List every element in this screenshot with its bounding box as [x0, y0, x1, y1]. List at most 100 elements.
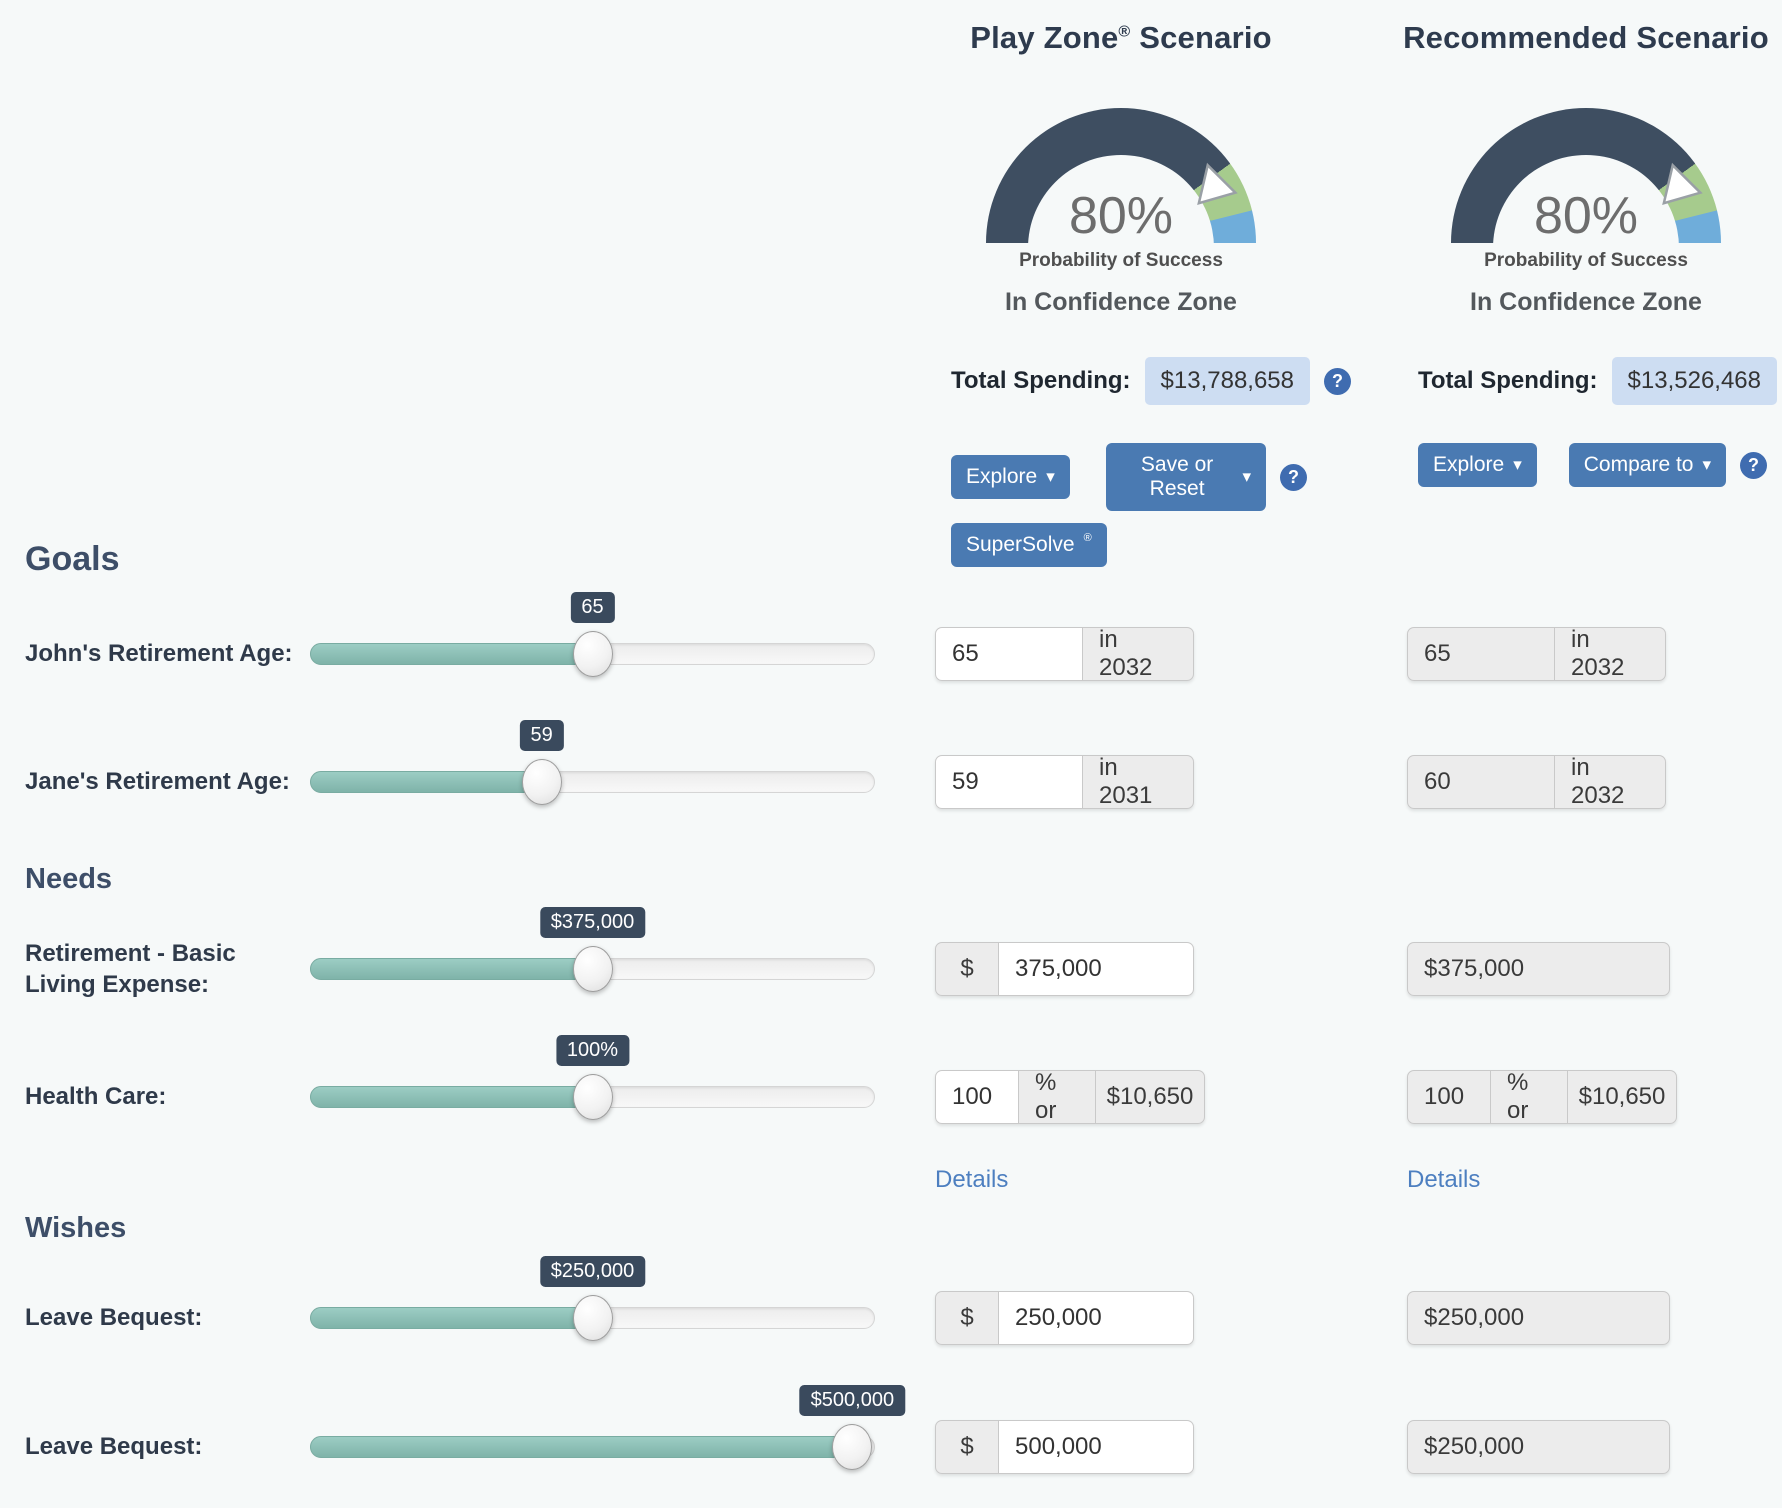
help-icon[interactable] [1280, 463, 1307, 491]
slider-handle[interactable] [572, 631, 613, 677]
recommended-amount: $10,650 [1567, 1070, 1677, 1124]
row-label: Leave Bequest: [25, 1433, 203, 1461]
slider-fill [310, 1307, 593, 1329]
row-health-care: Health Care: 100% % or $10,650 100 % or … [0, 1035, 1782, 1124]
slider-fill [310, 643, 593, 665]
gauge-caption: Probability of Success [1484, 250, 1688, 271]
supersolve-button[interactable]: SuperSolve ® [951, 523, 1107, 567]
row-label: Jane's Retirement Age: [25, 768, 290, 796]
row-leave-bequest-2: Leave Bequest: $500,000 $ $250,000 [0, 1385, 1782, 1474]
jane-retirement-age-slider: 59 [310, 720, 875, 805]
wishes-heading: Wishes [25, 1212, 127, 1244]
playzone-input-group: $ [935, 942, 1194, 996]
play-zone-column: Play Zone® Scenario 80% Probability of S… [935, 20, 1351, 567]
leave-bequest-slider: $500,000 [310, 1385, 906, 1470]
slider-handle[interactable] [572, 1295, 613, 1341]
recommended-age: 65 [1407, 627, 1555, 681]
percent-or-addon: % or [1490, 1069, 1568, 1124]
health-care-slider: 100% [310, 1035, 875, 1120]
row-label: John's Retirement Age: [25, 640, 293, 668]
gauge-pointer-icon [1651, 156, 1704, 207]
percent-or-addon: % or [1018, 1069, 1096, 1124]
year-addon: in 2031 [1082, 754, 1194, 809]
slider-fill [310, 771, 542, 793]
playzone-input-group: $ [935, 1420, 1194, 1474]
details-link[interactable]: Details [1407, 1166, 1481, 1193]
playzone-input-group: in 2032 [935, 626, 1194, 681]
recommended-age: 60 [1407, 755, 1555, 809]
recommended-year: in 2032 [1554, 626, 1666, 681]
dollar-addon: $ [935, 1420, 999, 1474]
slider-tooltip: 100% [555, 1035, 630, 1066]
recommended-value-group: $375,000 [1407, 942, 1670, 996]
recommended-title: Recommended Scenario [1403, 20, 1769, 55]
recommended-value-group: 60 in 2032 [1407, 754, 1666, 809]
slider-tooltip: 59 [519, 720, 564, 751]
recommended-column: Recommended Scenario 80% Probability of … [1402, 20, 1777, 487]
row-label: Leave Bequest: [25, 1304, 203, 1332]
slider-tooltip: 65 [570, 592, 615, 623]
basic-living-input[interactable] [998, 942, 1194, 996]
gauge-pointer-icon [1186, 156, 1239, 207]
probability-percent: 80% [1068, 187, 1174, 245]
playzone-input-group: % or $10,650 [935, 1069, 1205, 1124]
row-john-retirement-age: John's Retirement Age: 65 in 2032 65 in … [0, 592, 1782, 681]
save-or-reset-button[interactable]: Save or Reset [1105, 443, 1266, 511]
slider-handle[interactable] [832, 1424, 873, 1470]
dollar-addon: $ [935, 1291, 999, 1345]
slider-fill [310, 1086, 593, 1108]
slider-handle[interactable] [572, 1074, 613, 1120]
leave-bequest-input[interactable] [998, 1420, 1194, 1474]
total-spending-label: Total Spending: [951, 367, 1131, 394]
recommended-amount: $250,000 [1407, 1420, 1670, 1474]
help-icon[interactable] [1740, 451, 1768, 479]
confidence-zone-label: In Confidence Zone [1470, 288, 1702, 316]
leave-bequest-input[interactable] [998, 1291, 1194, 1345]
goals-heading: Goals [25, 540, 120, 578]
slider-handle[interactable] [521, 759, 562, 805]
recommended-amount: $250,000 [1407, 1291, 1670, 1345]
details-link[interactable]: Details [935, 1166, 1009, 1193]
slider-tooltip: $375,000 [539, 907, 646, 938]
total-spending-label: Total Spending: [1418, 367, 1598, 394]
row-basic-living-expense: Retirement - Basic Living Expense: $375,… [0, 907, 1782, 998]
dollar-addon: $ [935, 942, 999, 996]
total-spending-value: $13,788,658 [1144, 357, 1310, 405]
explore-button[interactable]: Explore [1418, 443, 1537, 487]
slider-handle[interactable] [572, 946, 613, 992]
row-jane-retirement-age: Jane's Retirement Age: 59 in 2031 60 in … [0, 720, 1782, 809]
details-row: Details Details [0, 1166, 1782, 1194]
playzone-input-group: $ [935, 1291, 1194, 1345]
recommended-year: in 2032 [1554, 754, 1666, 809]
row-label: Retirement - Basic Living Expense: [25, 939, 236, 998]
recommended-value-group: $250,000 [1407, 1420, 1670, 1474]
recommended-percent: 100 [1407, 1070, 1491, 1124]
slider-fill [310, 1436, 853, 1458]
row-label: Health Care: [25, 1083, 167, 1111]
probability-gauge: 80% [986, 108, 1256, 248]
recommended-value-group: 100 % or $10,650 [1407, 1069, 1677, 1124]
jane-age-input[interactable] [935, 755, 1083, 809]
explore-button[interactable]: Explore [951, 455, 1070, 499]
help-icon[interactable] [1324, 367, 1351, 395]
slider-tooltip: $500,000 [799, 1385, 906, 1416]
leave-bequest-slider: $250,000 [310, 1256, 875, 1341]
slider-fill [310, 958, 593, 980]
john-age-input[interactable] [935, 627, 1083, 681]
probability-gauge: 80% [1451, 108, 1721, 248]
playzone-input-group: in 2031 [935, 754, 1194, 809]
confidence-zone-label: In Confidence Zone [1005, 288, 1237, 316]
probability-percent: 80% [1533, 187, 1639, 245]
basic-living-slider: $375,000 [310, 907, 875, 992]
amount-addon: $10,650 [1095, 1070, 1205, 1124]
health-care-percent-input[interactable] [935, 1070, 1019, 1124]
gauge-caption: Probability of Success [1019, 250, 1223, 271]
recommended-value-group: 65 in 2032 [1407, 626, 1666, 681]
john-retirement-age-slider: 65 [310, 592, 875, 677]
recommended-value-group: $250,000 [1407, 1291, 1670, 1345]
year-addon: in 2032 [1082, 626, 1194, 681]
compare-to-button[interactable]: Compare to [1568, 443, 1727, 487]
row-leave-bequest-1: Leave Bequest: $250,000 $ $250,000 [0, 1256, 1782, 1345]
recommended-amount: $375,000 [1407, 942, 1670, 996]
